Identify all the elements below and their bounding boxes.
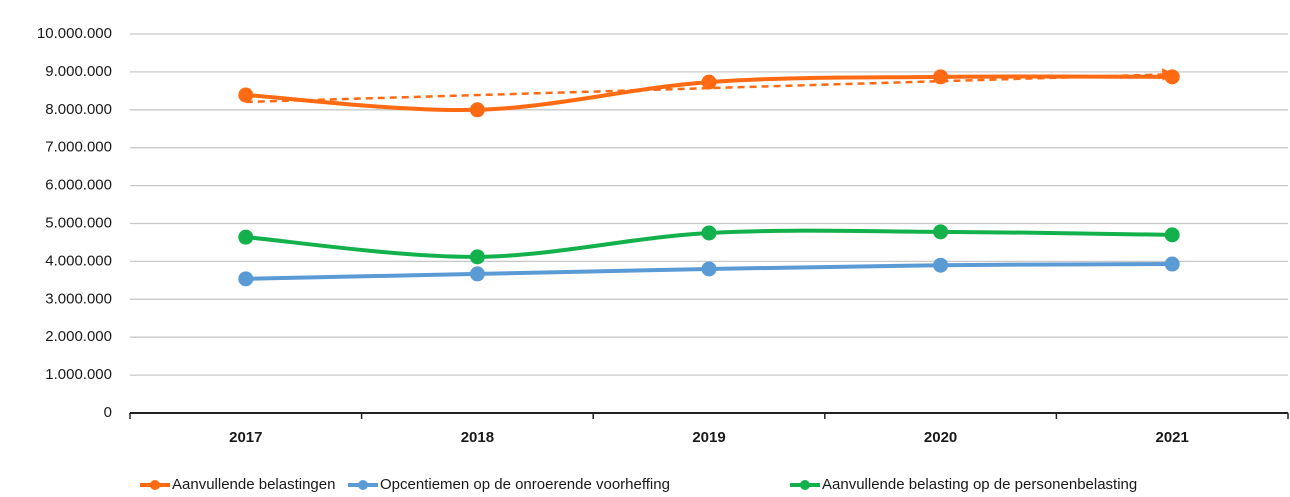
y-tick-label: 0 [104,404,112,421]
point [933,224,949,240]
point [238,229,254,245]
point [701,74,717,90]
y-tick-label: 3.000.000 [45,290,112,307]
x-tick-label: 2018 [461,429,494,446]
point [469,266,485,282]
y-tick-label: 1.000.000 [45,366,112,383]
point [701,225,717,241]
point [1164,256,1180,272]
legend-label: Aanvullende belastingen [172,476,335,493]
x-tick-label: 2020 [924,429,957,446]
point [701,261,717,277]
point [1164,69,1180,85]
x-tick-label: 2021 [1156,429,1189,446]
y-tick-label: 6.000.000 [45,177,112,194]
y-tick-label: 7.000.000 [45,139,112,156]
point [1164,227,1180,243]
y-tick-label: 4.000.000 [45,252,112,269]
y-tick-label: 8.000.000 [45,101,112,118]
trendline [245,68,1175,104]
x-tick-label: 2019 [692,429,725,446]
point [933,69,949,85]
legend-marker [358,480,368,490]
y-tick-label: 10.000.000 [37,25,112,42]
point [469,249,485,265]
legend-item: Opcentiemen op de onroerende voorheffing [348,476,670,493]
legend-marker [150,480,160,490]
legend-item: Aanvullende belasting op de personenbela… [790,476,1137,493]
point [469,102,485,118]
point [933,257,949,273]
point [238,87,254,103]
x-tick-label: 2017 [229,429,262,446]
y-tick-label: 2.000.000 [45,328,112,345]
legend-label: Aanvullende belasting op de personenbela… [822,476,1137,493]
y-tick-label: 5.000.000 [45,214,112,231]
legend-item: Aanvullende belastingen [140,476,335,493]
legend-marker [800,480,810,490]
y-tick-label: 9.000.000 [45,63,112,80]
point [238,271,254,287]
legend-label: Opcentiemen op de onroerende voorheffing [380,476,670,493]
